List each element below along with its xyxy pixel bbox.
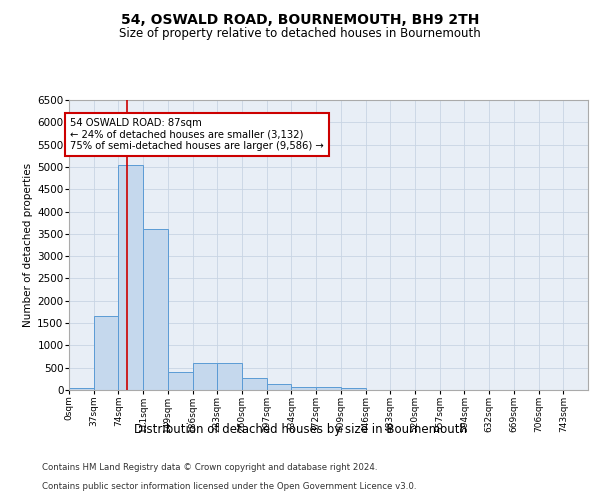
Text: 54, OSWALD ROAD, BOURNEMOUTH, BH9 2TH: 54, OSWALD ROAD, BOURNEMOUTH, BH9 2TH	[121, 12, 479, 26]
Bar	[193, 363, 217, 390]
Bar	[316, 387, 341, 390]
Bar	[143, 230, 168, 390]
Text: Size of property relative to detached houses in Bournemouth: Size of property relative to detached ho…	[119, 28, 481, 40]
Y-axis label: Number of detached properties: Number of detached properties	[23, 163, 33, 327]
Bar	[94, 316, 118, 390]
Bar	[341, 388, 365, 390]
Bar	[168, 372, 193, 390]
Text: 54 OSWALD ROAD: 87sqm
← 24% of detached houses are smaller (3,132)
75% of semi-d: 54 OSWALD ROAD: 87sqm ← 24% of detached …	[70, 118, 324, 151]
Bar	[217, 363, 242, 390]
Bar	[267, 384, 292, 390]
Bar	[242, 378, 267, 390]
Text: Distribution of detached houses by size in Bournemouth: Distribution of detached houses by size …	[133, 422, 467, 436]
Bar	[118, 164, 143, 390]
Bar	[292, 387, 316, 390]
Text: Contains public sector information licensed under the Open Government Licence v3: Contains public sector information licen…	[42, 482, 416, 491]
Bar	[69, 388, 94, 390]
Text: Contains HM Land Registry data © Crown copyright and database right 2024.: Contains HM Land Registry data © Crown c…	[42, 464, 377, 472]
